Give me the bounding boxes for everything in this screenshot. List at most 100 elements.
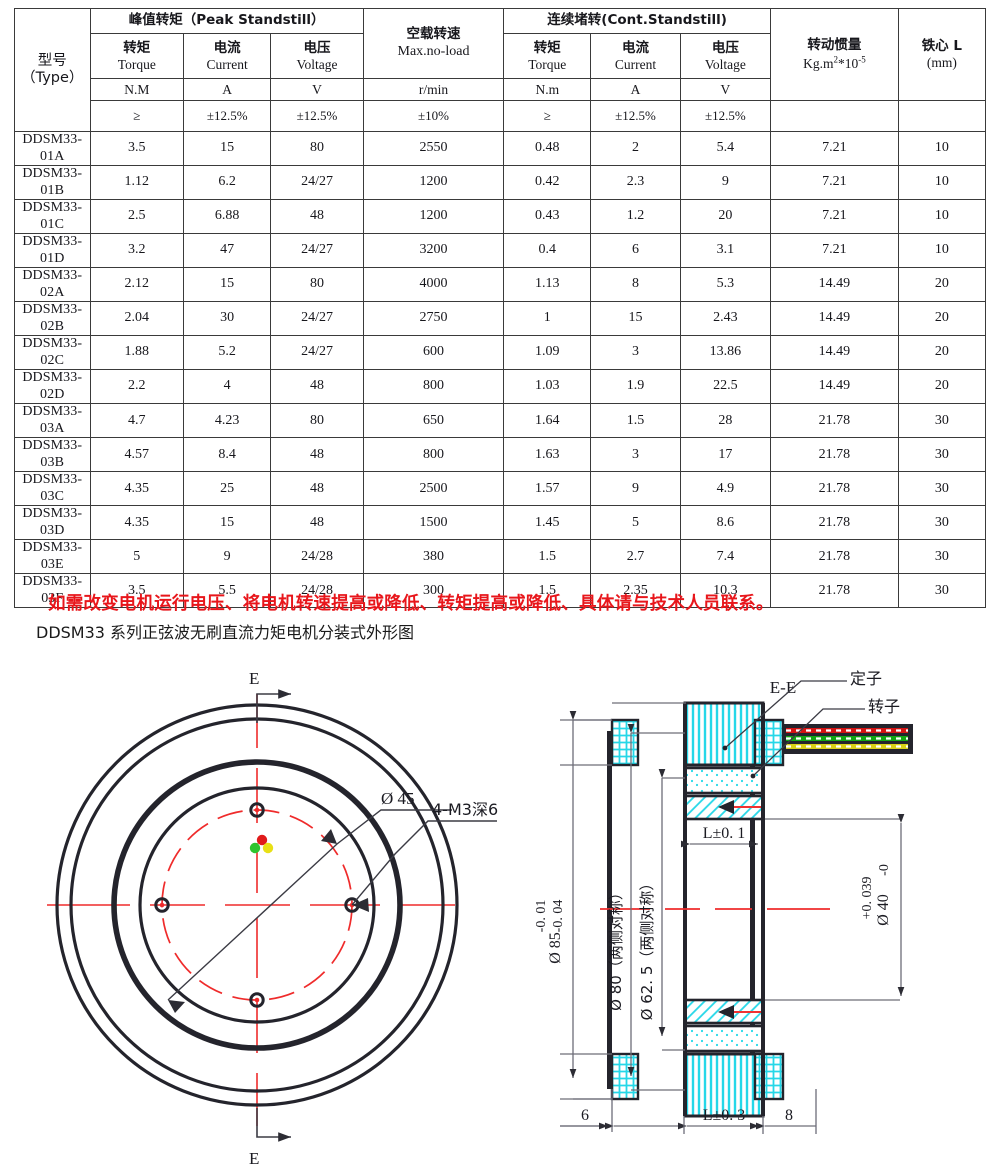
cell-no-load: 2750 (362, 301, 505, 337)
cell-core-length: 20 (897, 369, 987, 405)
cell-inertia: 21.78 (770, 437, 899, 473)
table-row: DDSM33-03B 4.57 8.4 48 800 1.63 3 17 21.78 30 (14, 437, 987, 473)
cell-cont-current: 9 (590, 471, 681, 507)
L-outer-label: L±0. 3 (703, 1107, 746, 1124)
cell-peak-current: 15 (183, 505, 272, 541)
cell-model: DDSM33-02D (14, 369, 91, 405)
cell-peak-current: 4 (183, 369, 272, 405)
cell-peak-torque: 4.7 (89, 403, 185, 439)
cell-peak-torque: 3.5 (89, 573, 185, 609)
m3-label: 4-M3深6 (432, 800, 498, 819)
dia45-label: Ø 45 (381, 789, 415, 808)
cell-inertia: 21.78 (770, 403, 899, 439)
cell-peak-torque: 3.5 (89, 130, 185, 167)
cell-peak-voltage: 24/27 (270, 233, 364, 269)
cell-model: DDSM33-01B (14, 165, 91, 201)
th-unit-3: r/min (362, 78, 505, 101)
th-tol-4: ≥ (503, 100, 592, 132)
th-peak-torque: 转矩 Torque (89, 33, 185, 79)
cell-no-load: 800 (362, 369, 505, 405)
cell-model: DDSM33-01A (14, 130, 91, 167)
dia85-tol-lower: -0. 04 (551, 900, 566, 933)
dia85-tol-upper: -0. 01 (534, 900, 549, 933)
cell-model: DDSM33-02A (14, 267, 91, 303)
cell-peak-torque: 4.35 (89, 505, 185, 541)
cell-inertia: 21.78 (770, 539, 899, 575)
th-core-length: 铁心 L (mm) (897, 8, 987, 101)
cell-cont-torque: 1.5 (503, 573, 592, 609)
th-inertia: 转动惯量 Kg.m2*10-5 (770, 8, 899, 101)
cell-cont-voltage: 20 (679, 199, 772, 235)
cell-no-load: 1200 (362, 199, 505, 235)
cell-peak-torque: 2.5 (89, 199, 185, 235)
cell-peak-voltage: 48 (270, 505, 364, 541)
front-view: E E Ø 45 4-M3深6 (47, 669, 498, 1168)
dim-dia85 (569, 710, 612, 1100)
th-tol-core (897, 100, 987, 132)
cell-peak-voltage: 48 (270, 369, 364, 405)
cell-peak-current: 5.5 (183, 573, 272, 609)
cell-model: DDSM33-03B (14, 437, 91, 473)
cell-core-length: 30 (897, 437, 987, 473)
th-tol-5: ±12.5% (590, 100, 681, 132)
dia40-tol-lower: -0 (877, 864, 892, 876)
cell-cont-torque: 1.03 (503, 369, 592, 405)
drawing-caption: DDSM33 系列正弦波无刷直流力矩电机分装式外形图 (36, 623, 415, 642)
section-view-title: E-E (770, 678, 796, 697)
cell-no-load: 650 (362, 403, 505, 439)
magnet-bands (683, 766, 765, 1053)
table-row: DDSM33-03A 4.7 4.23 80 650 1.64 1.5 28 21.78 30 (14, 403, 987, 439)
dim-dia40-text: Ø 40 +0. 039 -0 (860, 864, 892, 926)
cell-cont-current: 3 (590, 335, 681, 371)
cell-peak-voltage: 24/27 (270, 335, 364, 371)
th-cont-current: 电流 Current (590, 33, 681, 79)
cell-cont-torque: 1.57 (503, 471, 592, 507)
cell-peak-torque: 4.35 (89, 471, 185, 507)
cell-peak-current: 5.2 (183, 335, 272, 371)
cell-core-length: 30 (897, 539, 987, 575)
cell-cont-current: 2.3 (590, 165, 681, 201)
th-unit-0: N.M (89, 78, 185, 101)
th-unit-6: V (679, 78, 772, 101)
section-label-top: E (249, 669, 259, 688)
cell-cont-current: 1.2 (590, 199, 681, 235)
cable-assembly (783, 724, 913, 754)
cell-core-length: 30 (897, 505, 987, 541)
cell-cont-voltage: 8.6 (679, 505, 772, 541)
stator-circle (111, 759, 403, 1051)
th-unit-1: A (183, 78, 272, 101)
dia62-label: Ø 62. 5（两侧对称） (638, 876, 656, 1021)
cell-no-load: 300 (362, 573, 505, 609)
cell-peak-torque: 2.2 (89, 369, 185, 405)
table-row: DDSM33-01D 3.2 47 24/27 3200 0.4 6 3.1 7.21 10 (14, 233, 987, 269)
stator-blocks (683, 701, 765, 1118)
cell-cont-torque: 0.48 (503, 130, 592, 167)
cell-cont-current: 2.35 (590, 573, 681, 609)
L-inner-label: L±0. 1 (703, 825, 746, 842)
th-tol-6: ±12.5% (679, 100, 772, 132)
th-tol-1: ±12.5% (183, 100, 272, 132)
cell-cont-current: 6 (590, 233, 681, 269)
cell-peak-voltage: 24/27 (270, 165, 364, 201)
section-marks (256, 689, 291, 1142)
cell-peak-current: 15 (183, 267, 272, 303)
part-leaders (722, 680, 865, 779)
cell-inertia: 14.49 (770, 267, 899, 303)
table-row: DDSM33-02A 2.12 15 80 4000 1.13 8 5.3 14.49 20 (14, 267, 987, 303)
section-view-ee: E-E (534, 669, 913, 1134)
m3-leader (351, 820, 497, 912)
cell-cont-voltage: 17 (679, 437, 772, 473)
table-row: DDSM33-02C 1.88 5.2 24/27 600 1.09 3 13.86 14.49… (14, 335, 987, 371)
cell-cont-current: 2 (590, 130, 681, 167)
housing-body (607, 731, 755, 1089)
cell-core-length: 30 (897, 573, 987, 609)
cell-model: DDSM33-02C (14, 335, 91, 371)
cell-model: DDSM33-03E (14, 539, 91, 575)
spec-table-container: 型号（Type） 峰值转矩（Peak Standstill） 空载转速 Max.… (14, 8, 987, 609)
cell-cont-torque: 1.64 (503, 403, 592, 439)
cell-inertia: 14.49 (770, 369, 899, 405)
cell-core-length: 30 (897, 403, 987, 439)
cell-no-load: 1200 (362, 165, 505, 201)
table-head: 型号（Type） 峰值转矩（Peak Standstill） 空载转速 Max.… (14, 8, 987, 132)
